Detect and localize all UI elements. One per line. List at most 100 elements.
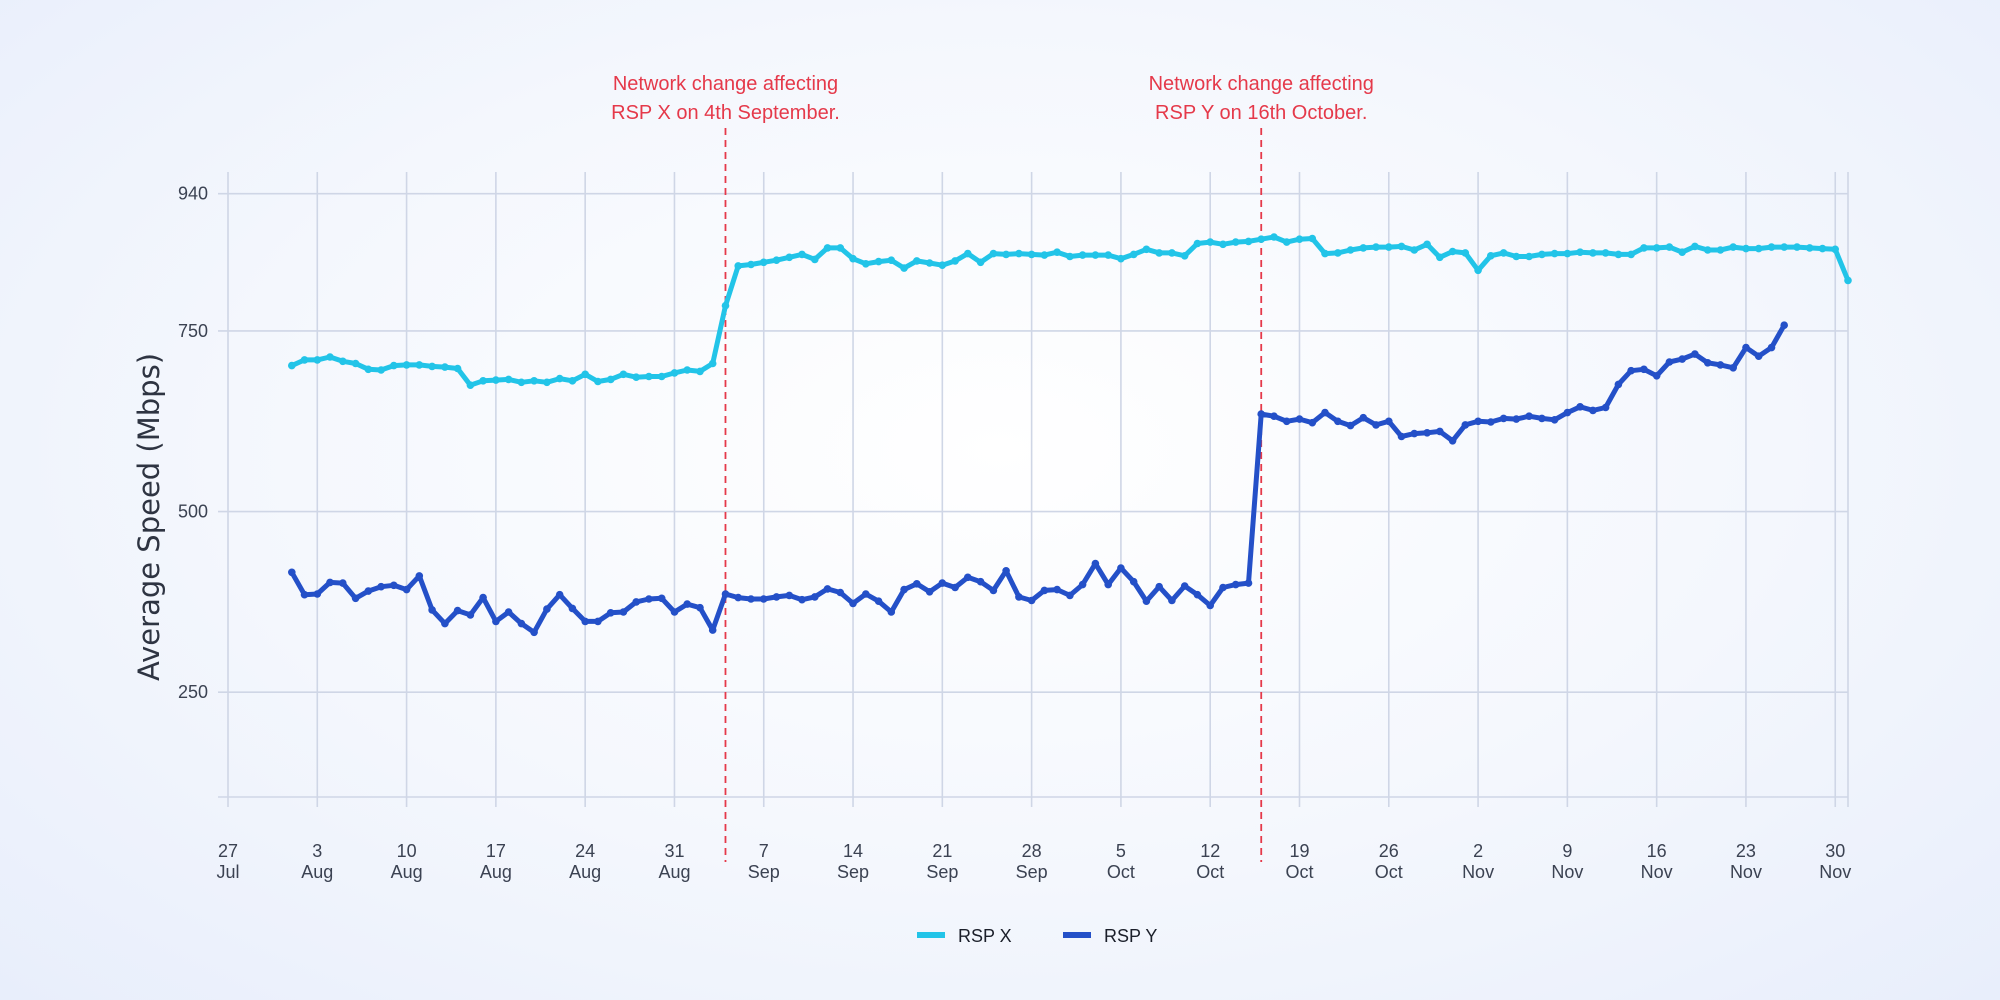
- x-tick-label: 3: [312, 841, 322, 861]
- data-point: [657, 372, 666, 381]
- data-point: [670, 369, 679, 377]
- annotation-text: RSP Y on 16th October.: [1155, 102, 1367, 124]
- data-point: [1754, 244, 1763, 253]
- data-point: [1499, 414, 1508, 423]
- data-point: [683, 366, 691, 374]
- data-point: [849, 599, 857, 608]
- data-point: [836, 588, 845, 597]
- data-point: [1206, 238, 1214, 246]
- data-point: [1359, 413, 1368, 422]
- data-point: [721, 590, 730, 598]
- data-point: [581, 370, 589, 379]
- x-tick-label: 21: [932, 841, 952, 861]
- data-point: [1117, 254, 1125, 263]
- data-point: [1231, 238, 1240, 246]
- data-point: [1461, 249, 1470, 257]
- data-point: [1066, 591, 1074, 600]
- data-point: [479, 377, 487, 385]
- data-point: [543, 605, 551, 613]
- data-point: [1385, 417, 1393, 426]
- data-point: [1754, 352, 1763, 361]
- data-point: [390, 361, 398, 370]
- data-point: [1818, 244, 1827, 253]
- data-point: [938, 261, 947, 270]
- data-point: [1423, 429, 1431, 437]
- data-point: [849, 254, 857, 263]
- data-point: [1703, 359, 1712, 367]
- data-point: [1002, 567, 1010, 575]
- x-tick-label: Oct: [1375, 862, 1403, 882]
- data-point: [1844, 276, 1852, 285]
- data-point: [708, 359, 717, 368]
- data-point: [492, 376, 500, 384]
- x-tick-label: Nov: [1819, 862, 1851, 882]
- data-point: [1078, 251, 1087, 259]
- data-point: [1397, 432, 1406, 441]
- data-point: [377, 582, 385, 591]
- x-tick-label: Oct: [1285, 862, 1313, 882]
- data-point: [1576, 403, 1584, 411]
- data-point: [594, 377, 602, 386]
- data-point: [913, 257, 921, 265]
- data-point: [976, 577, 985, 586]
- data-point: [1334, 417, 1342, 426]
- data-point: [390, 581, 398, 590]
- data-point: [619, 608, 628, 616]
- data-point: [657, 594, 666, 603]
- data-point: [1053, 585, 1061, 594]
- data-point: [1805, 244, 1814, 252]
- data-point: [925, 588, 934, 596]
- data-point: [1346, 246, 1355, 254]
- data-point: [1372, 243, 1380, 251]
- data-point: [288, 568, 296, 577]
- data-point: [1410, 429, 1419, 438]
- data-point: [1168, 249, 1176, 257]
- data-point: [1142, 245, 1151, 254]
- data-point: [1436, 427, 1444, 436]
- data-point: [1410, 246, 1419, 254]
- data-point: [1742, 343, 1750, 352]
- data-point: [798, 250, 806, 259]
- data-point: [1423, 240, 1431, 249]
- data-point: [530, 377, 538, 385]
- data-point: [1270, 412, 1278, 421]
- data-point: [823, 244, 832, 252]
- data-point: [1703, 246, 1712, 254]
- data-point: [1589, 249, 1597, 257]
- data-point: [632, 598, 640, 606]
- data-point: [708, 626, 717, 634]
- x-tick-label: 9: [1562, 841, 1572, 861]
- data-point: [951, 583, 959, 592]
- data-point: [606, 375, 615, 384]
- data-point: [1729, 243, 1737, 251]
- data-point: [1372, 421, 1380, 429]
- x-tick-label: 12: [1200, 841, 1220, 861]
- data-point: [1091, 559, 1100, 568]
- data-point: [1614, 250, 1623, 259]
- data-point: [1219, 583, 1227, 592]
- data-point: [1474, 266, 1482, 275]
- data-point: [862, 590, 870, 598]
- data-point: [1193, 239, 1202, 248]
- data-point: [747, 260, 755, 269]
- series-rsp-x: [288, 233, 1852, 390]
- data-point: [696, 603, 704, 612]
- data-point: [1665, 358, 1674, 366]
- data-point: [964, 573, 972, 582]
- grid: [218, 172, 1849, 807]
- data-point: [326, 353, 334, 361]
- data-point: [1053, 248, 1061, 256]
- data-point: [606, 609, 615, 617]
- x-tick-label: 5: [1116, 841, 1126, 861]
- data-point: [1180, 252, 1189, 260]
- legend-label: RSP X: [958, 926, 1012, 946]
- data-point: [1665, 243, 1674, 251]
- data-point: [1793, 243, 1801, 251]
- series-lines: [288, 233, 1852, 637]
- data-point: [543, 378, 551, 387]
- data-point: [1589, 406, 1597, 415]
- data-point: [555, 374, 564, 383]
- data-point: [747, 595, 755, 603]
- data-point: [466, 381, 475, 390]
- data-point: [759, 595, 768, 603]
